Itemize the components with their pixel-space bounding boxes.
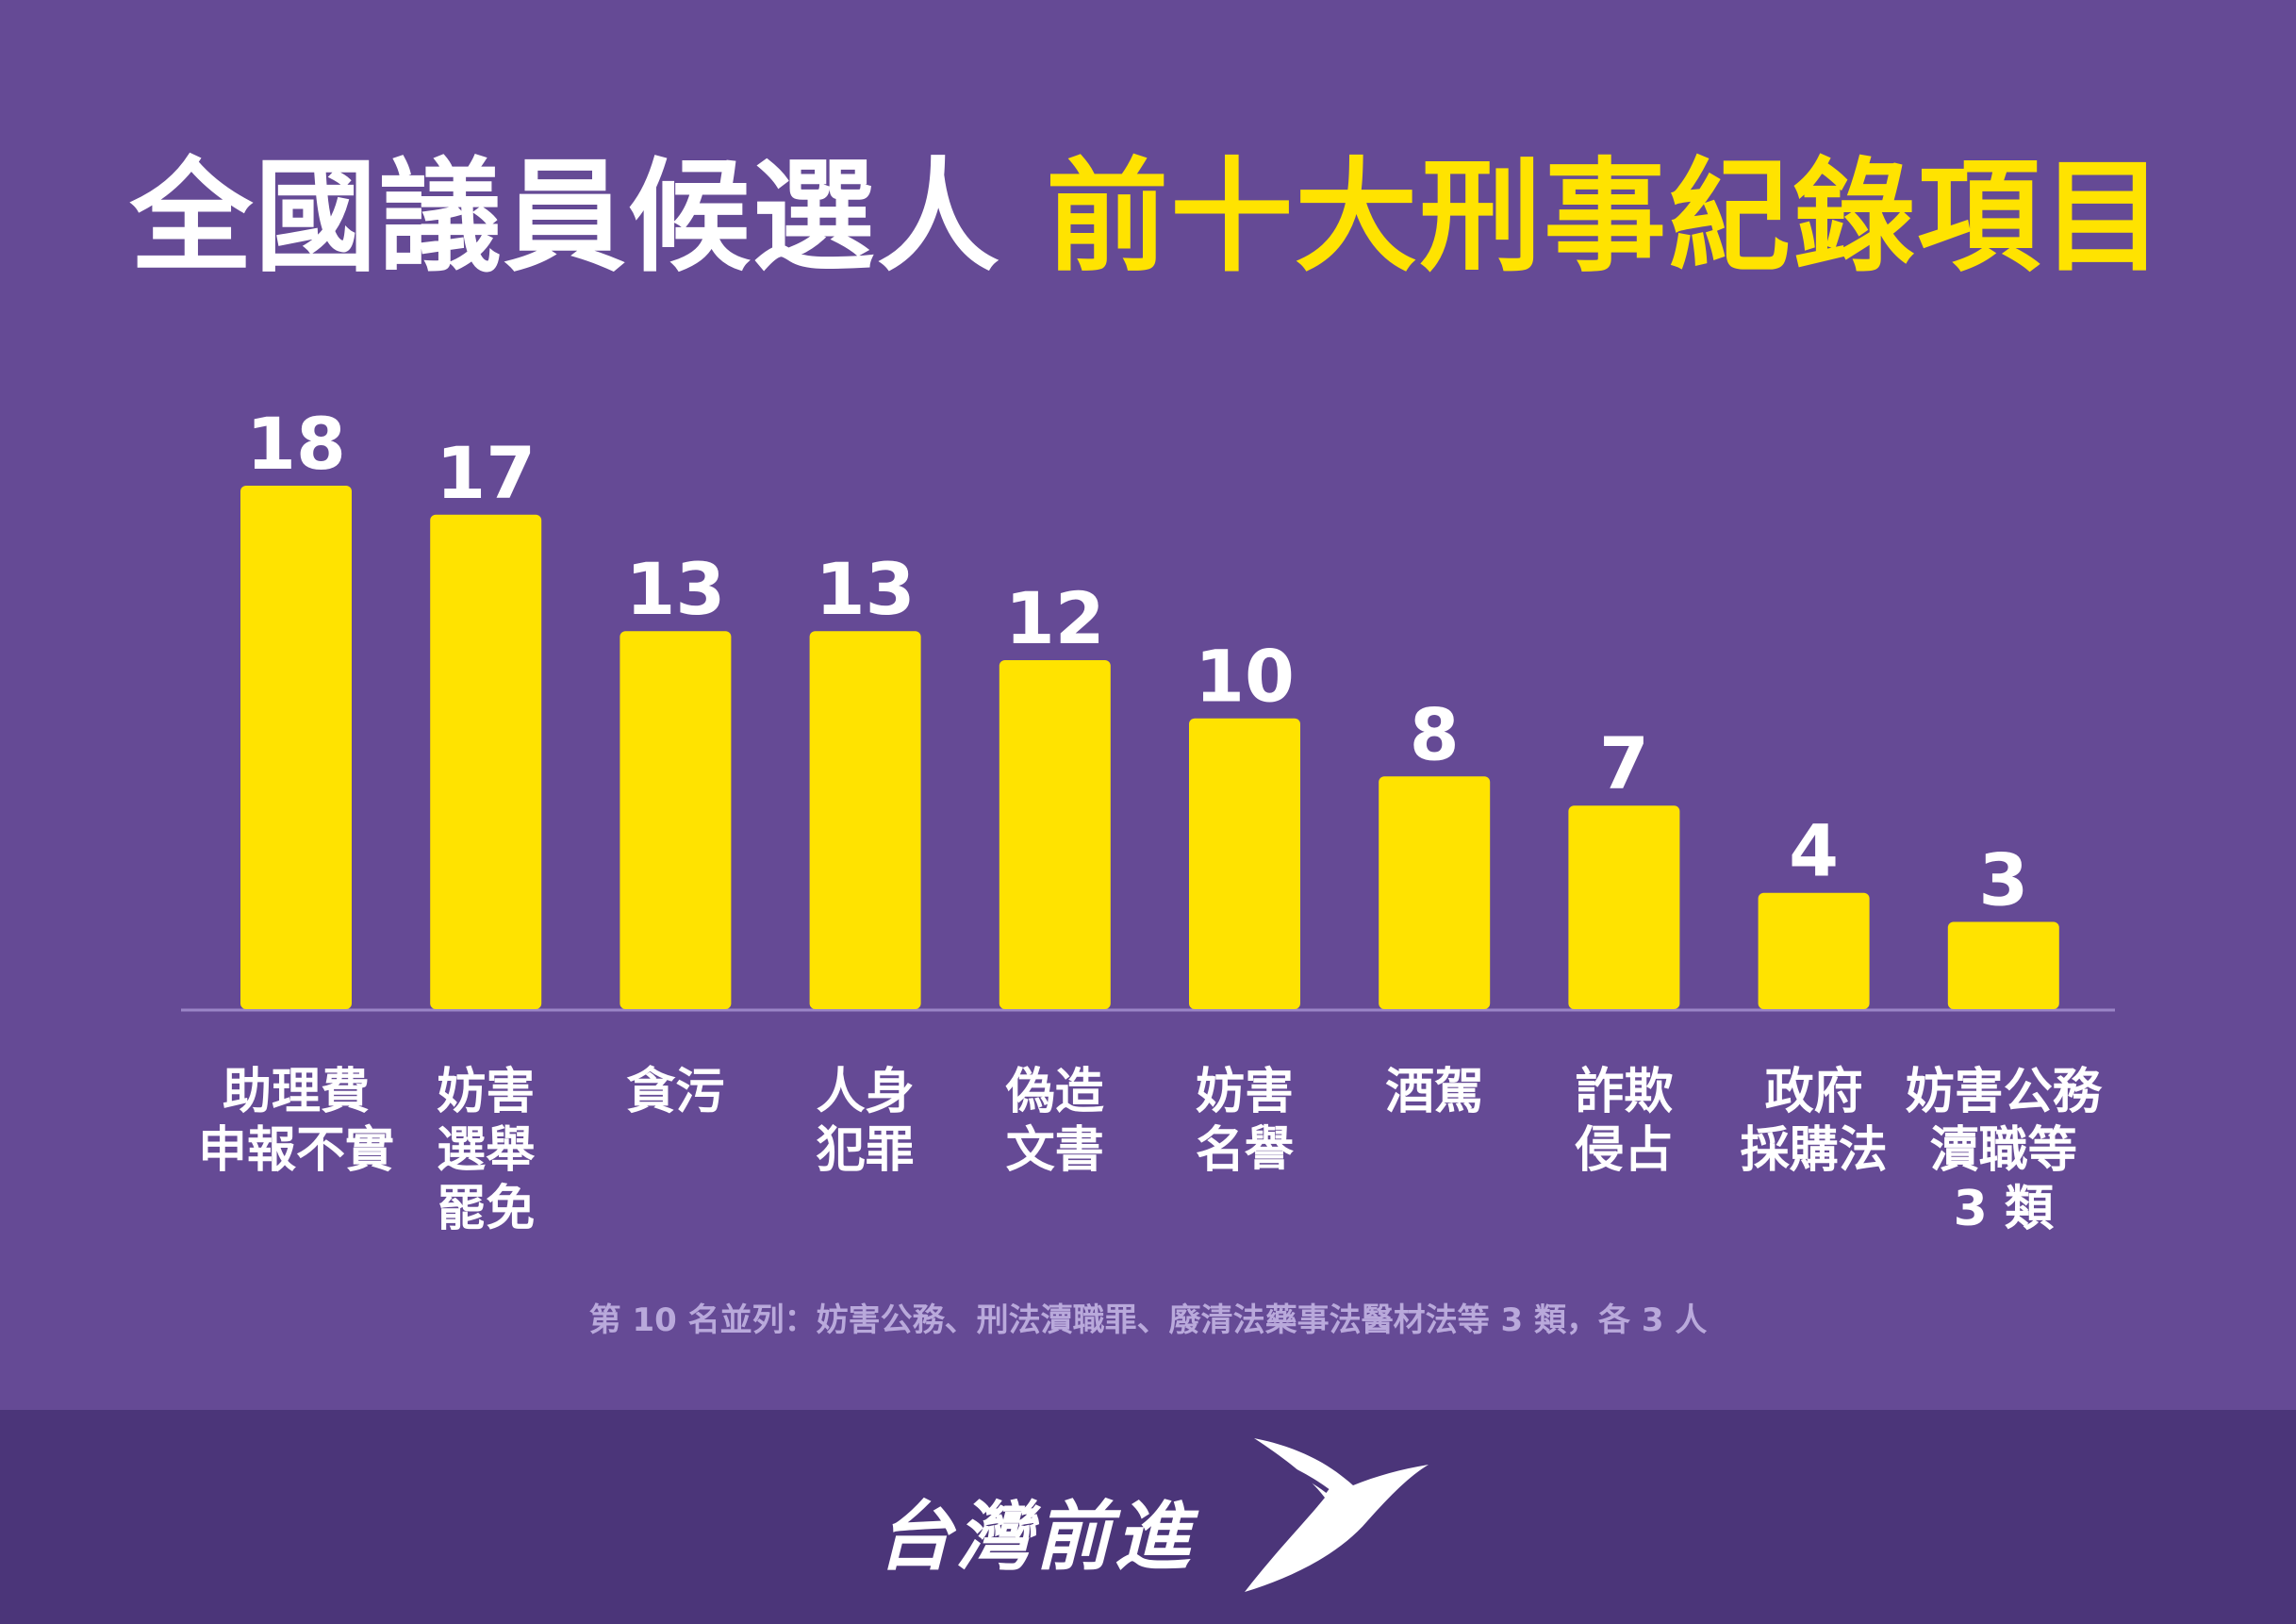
title-part-white: 全國議員候選人 — [129, 145, 1001, 289]
category-label: 妨害名譽 — [1196, 1064, 1294, 1179]
bar-value-label: 7 — [1599, 721, 1649, 805]
bar-9 — [1758, 892, 1870, 1009]
category-label: 詐欺侵占 — [1574, 1064, 1673, 1179]
bar-10 — [1947, 921, 2059, 1009]
bar-value-label: 13 — [626, 547, 726, 631]
category-label: 妨害選舉罷免 — [437, 1064, 535, 1237]
bar-value-label: 8 — [1410, 692, 1460, 776]
brand-name: 台灣前進 — [877, 1493, 1194, 1581]
category-label-line: 貪污 — [626, 1064, 724, 1120]
bar-8 — [1568, 805, 1680, 1009]
category-label-line: 政府 — [1765, 1064, 1863, 1120]
category-label-line: 瀆職等 — [1930, 1122, 2077, 1179]
bar-value-label: 13 — [816, 547, 916, 631]
bar-value-label: 10 — [1195, 635, 1295, 719]
category-label-line: 偽造 — [1005, 1064, 1104, 1120]
category-label: 妨害公務瀆職等 3 類 — [1906, 1064, 2103, 1237]
category-label-line: 採購法 — [1741, 1122, 1888, 1179]
bar-5 — [999, 660, 1111, 1009]
bar-6 — [1189, 718, 1300, 1009]
title-part-yellow: 前十大刑事紀錄項目 — [1046, 145, 2167, 289]
bar-2 — [430, 514, 542, 1009]
category-label-line: 人身 — [817, 1064, 915, 1120]
category-label: 貪污 — [626, 1064, 724, 1120]
footnote: 第 10 名並列：妨害公務、刑法瀆職罪、廢清法藥事法醫材法等 3 類，各 3 人 — [588, 1301, 1708, 1339]
category-label-line: 名譽 — [1196, 1122, 1294, 1179]
bar-value-label: 3 — [1978, 838, 2028, 922]
category-label: 酒駕 — [1385, 1064, 1483, 1120]
bar-3 — [619, 631, 732, 1009]
bar-4 — [809, 631, 921, 1009]
bar-value-label: 12 — [1005, 576, 1105, 660]
bar-value-label: 18 — [246, 402, 346, 486]
category-label-line: 妨害 — [1196, 1064, 1294, 1120]
category-label-line: 妨害公務 — [1906, 1064, 2103, 1120]
category-label-line: 侵占 — [1574, 1122, 1673, 1179]
category-label-line: 妨害 — [437, 1064, 535, 1120]
category-label-line: 詐欺 — [1575, 1064, 1673, 1120]
bar-1 — [240, 486, 352, 1009]
bar-value-label: 4 — [1789, 809, 1839, 893]
swallow-logo-icon — [1245, 1438, 1429, 1592]
bar-chart: 18助理費申報不實17妨害選舉罷免13貪污13人身犯罪12偽造文書10妨害名譽8… — [181, 402, 2115, 1237]
category-label: 人身犯罪 — [817, 1064, 915, 1179]
category-label-line: 3 類 — [1954, 1181, 2055, 1237]
category-label-line: 助理費 — [223, 1064, 370, 1120]
category-label-line: 酒駕 — [1385, 1064, 1483, 1120]
category-label-line: 選舉 — [437, 1122, 535, 1179]
category-label-line: 罷免 — [437, 1181, 535, 1237]
category-label: 政府採購法 — [1741, 1064, 1888, 1179]
category-label: 助理費申報不實 — [198, 1064, 394, 1179]
bar-value-label: 17 — [436, 431, 536, 515]
category-label: 偽造文書 — [1005, 1064, 1104, 1179]
bar-7 — [1379, 776, 1491, 1009]
category-label-line: 文書 — [1006, 1122, 1104, 1179]
page-title: 全國議員候選人 前十大刑事紀錄項目 — [0, 141, 2296, 292]
footer-band: 台灣前進 — [0, 1410, 2296, 1624]
category-label-line: 犯罪 — [817, 1122, 915, 1179]
category-label-line: 申報不實 — [198, 1122, 394, 1179]
